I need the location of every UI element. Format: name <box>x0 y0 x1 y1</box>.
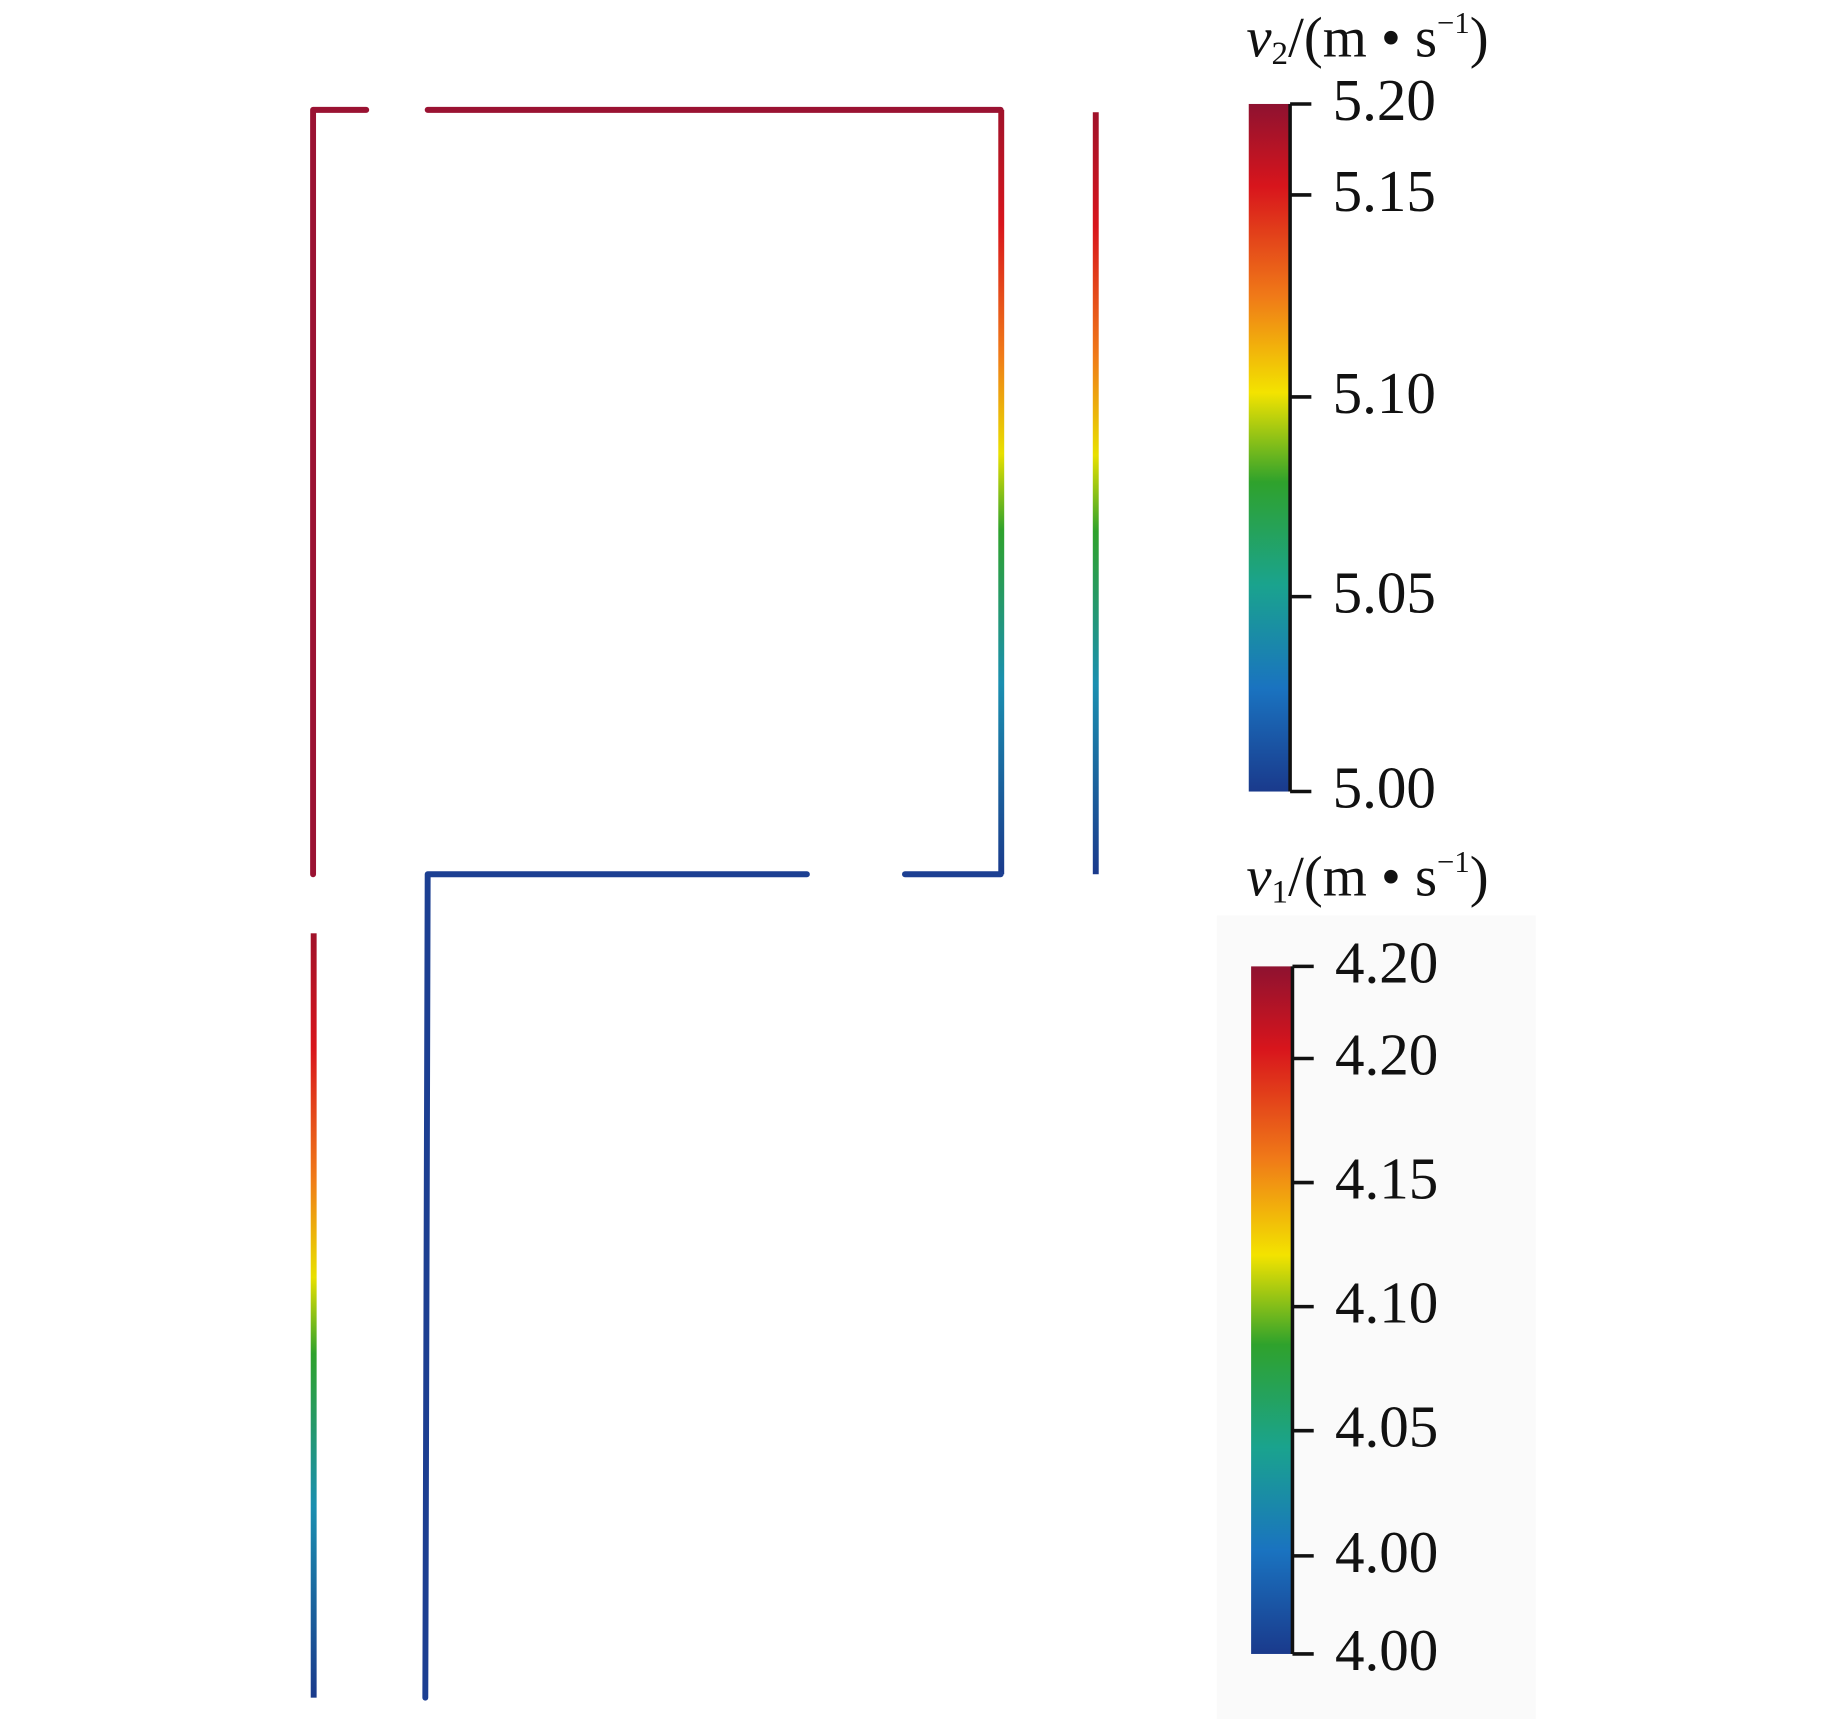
colorbar-title: v1/(m • s−1) <box>1246 845 1488 911</box>
colorbar: v2/(m • s−1)5.205.155.105.055.00 <box>1246 6 1488 820</box>
subscript: 1 <box>1272 875 1289 911</box>
tick-label: 4.10 <box>1335 1270 1438 1336</box>
unit: /(m • s <box>1288 7 1437 70</box>
tick-label: 4.00 <box>1335 1519 1438 1585</box>
exponent: −1 <box>1437 6 1470 40</box>
tick-label: 5.20 <box>1333 67 1436 133</box>
pipe <box>310 106 370 878</box>
tick-label: 5.00 <box>1333 754 1436 820</box>
exponent: −1 <box>1437 845 1470 879</box>
tick-label: 4.20 <box>1335 1021 1438 1087</box>
pipe <box>422 871 810 1701</box>
color-scale <box>1251 966 1293 1654</box>
pipe <box>1092 112 1099 875</box>
close-paren: ) <box>1470 7 1489 70</box>
pipe <box>998 109 1005 875</box>
pipes <box>310 106 1099 1701</box>
colorbar-title: v2/(m • s−1) <box>1246 6 1488 72</box>
tick-label: 4.15 <box>1335 1145 1438 1211</box>
tick-label: 5.05 <box>1333 560 1436 626</box>
pipe <box>310 933 317 1698</box>
tick-label: 4.05 <box>1335 1394 1438 1460</box>
tick-label: 4.00 <box>1335 1617 1438 1683</box>
colorbar: v1/(m • s−1) 4.20 4.20 4.15 4.10 4.05 4.00 4.00 <box>1246 845 1488 1683</box>
unit: /(m • s <box>1288 845 1437 908</box>
tick-label: 5.15 <box>1333 158 1436 224</box>
close-paren: ) <box>1470 845 1489 908</box>
color-scale <box>1248 103 1291 792</box>
tick-label: 4.20 <box>1335 929 1438 995</box>
symbol: v <box>1246 845 1272 908</box>
subscript: 2 <box>1272 36 1289 72</box>
symbol: v <box>1246 7 1272 70</box>
tick-label: 5.10 <box>1333 360 1436 426</box>
